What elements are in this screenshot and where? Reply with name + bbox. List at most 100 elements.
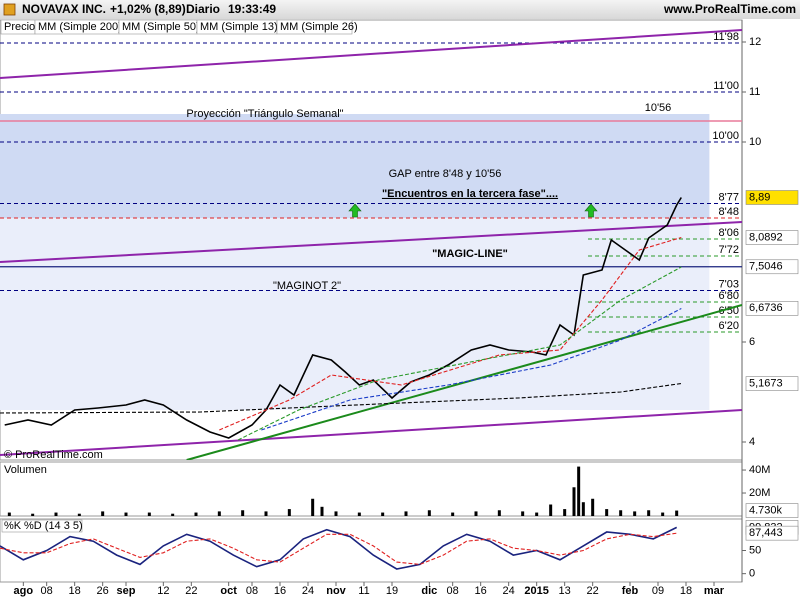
volume-bar — [605, 509, 609, 516]
series-line — [0, 382, 682, 414]
x-tick-label: 18 — [680, 585, 692, 597]
header-bar — [0, 0, 800, 19]
level-label: 8'48 — [719, 206, 739, 218]
header-time: 19:33:49 — [228, 2, 276, 16]
volume-bar — [124, 512, 128, 516]
value-tag-label: 5,1673 — [749, 378, 783, 390]
arrow-icon — [584, 203, 598, 218]
level-label: 7'03 — [719, 278, 739, 290]
volume-bar — [497, 510, 501, 516]
value-tag-label: 6,6736 — [749, 302, 783, 314]
volume-bar — [591, 498, 595, 516]
x-tick-label: 22 — [185, 585, 197, 597]
volume-bar — [451, 512, 455, 516]
volume-bar — [194, 512, 198, 516]
value-tag — [745, 190, 799, 205]
volume-bar — [241, 510, 245, 516]
legend-item: MM (Simple 13) — [200, 21, 278, 33]
trendline — [0, 221, 742, 263]
volume-bar — [357, 512, 361, 516]
x-tick-label: 18 — [69, 585, 81, 597]
trendline — [0, 29, 742, 79]
x-tick-label: 11 — [358, 585, 369, 597]
x-tick-label: 2015 — [524, 585, 548, 597]
y-tick-label: 12 — [749, 36, 761, 48]
x-tick-label: 08 — [246, 585, 258, 597]
volume-bar — [171, 513, 175, 516]
legend-item: MM (Simple 50) — [122, 21, 200, 33]
level-label: 10'00 — [712, 130, 739, 142]
x-tick-label: 09 — [652, 585, 664, 597]
level-label: 11'98 — [713, 31, 739, 43]
x-tick-label: sep — [117, 585, 136, 597]
y-tick-label: 20M — [749, 487, 770, 499]
series-line — [219, 236, 682, 431]
x-tick-label: mar — [704, 585, 725, 597]
value-tag — [745, 525, 799, 541]
volume-bar — [147, 512, 151, 516]
legend-box — [1, 519, 83, 533]
value-tag — [745, 503, 799, 518]
annotation: "MAGIC-LINE" — [432, 248, 508, 260]
annotation: "Encuentros en la tercera fase".... — [382, 188, 558, 200]
level-label: 6'80 — [719, 290, 739, 302]
level-label: 7'72 — [719, 244, 739, 256]
y-tick-label: 6 — [749, 336, 755, 348]
header-period: Diario — [186, 2, 220, 16]
volume-bar — [54, 512, 58, 516]
panel — [0, 518, 743, 583]
value-tag-label: 7,5046 — [749, 261, 783, 273]
x-tick-label: 22 — [587, 585, 599, 597]
projection-label: Proyección "Triángulo Semanal" — [186, 108, 343, 120]
volume-bar — [311, 498, 315, 516]
header-site: www.ProRealTime.com — [663, 2, 796, 16]
x-tick-label: nov — [326, 585, 346, 597]
volume-bar — [521, 511, 525, 516]
volume-bar — [581, 502, 585, 516]
legend-item: MM (Simple 200) — [38, 21, 122, 33]
volume-bar — [404, 511, 408, 516]
level-label: 6'20 — [719, 320, 739, 332]
x-tick-label: 13 — [559, 585, 571, 597]
value-tag — [745, 301, 799, 316]
value-tag-label: 87,443 — [749, 527, 783, 539]
volume-bar — [287, 509, 291, 516]
volume-bar — [577, 466, 581, 516]
volume-bar — [549, 504, 553, 516]
y-tick-label: 10 — [749, 136, 761, 148]
value-tag — [745, 230, 799, 245]
level-label: 8'77 — [719, 191, 739, 203]
panel — [0, 461, 743, 517]
volume-bar — [264, 511, 268, 516]
volume-bar — [320, 506, 324, 516]
legend-item: MM (Simple 26) — [280, 21, 358, 33]
value-tag-label: 8,0892 — [749, 231, 783, 243]
volume-bar — [334, 511, 338, 516]
series-line — [237, 266, 682, 441]
x-tick-label: dic — [421, 585, 437, 597]
panel-title: Volumen — [4, 464, 47, 476]
x-tick-label: 08 — [41, 585, 53, 597]
x-tick-label: 12 — [157, 585, 169, 597]
y-tick-label: 40M — [749, 464, 770, 476]
x-tick-label: 26 — [97, 585, 109, 597]
header-title: NOVAVAX INC. — [22, 2, 106, 16]
zone-label: 10'56 — [645, 102, 672, 114]
y-tick-label: 50 — [749, 544, 761, 556]
annotation: "MAGINOT 2" — [273, 280, 341, 292]
series-line — [0, 532, 677, 565]
header-change: +1,02% (8,89) — [110, 2, 186, 16]
arrow-icon — [348, 203, 362, 218]
volume-bar — [619, 510, 623, 516]
volume-bar — [661, 512, 665, 516]
y-tick-label: 0 — [749, 568, 755, 580]
volume-bar — [7, 512, 11, 516]
volume-bar — [647, 510, 651, 516]
x-tick-label: 08 — [447, 585, 459, 597]
x-tick-label: 19 — [386, 585, 398, 597]
x-tick-label: ago — [14, 585, 34, 597]
panel-plot: 10'56 Proyección "Triángulo Semanal" 11'98… — [0, 29, 742, 460]
series-line — [261, 308, 682, 431]
volume-bar — [633, 511, 637, 516]
volume-bar — [101, 511, 105, 516]
